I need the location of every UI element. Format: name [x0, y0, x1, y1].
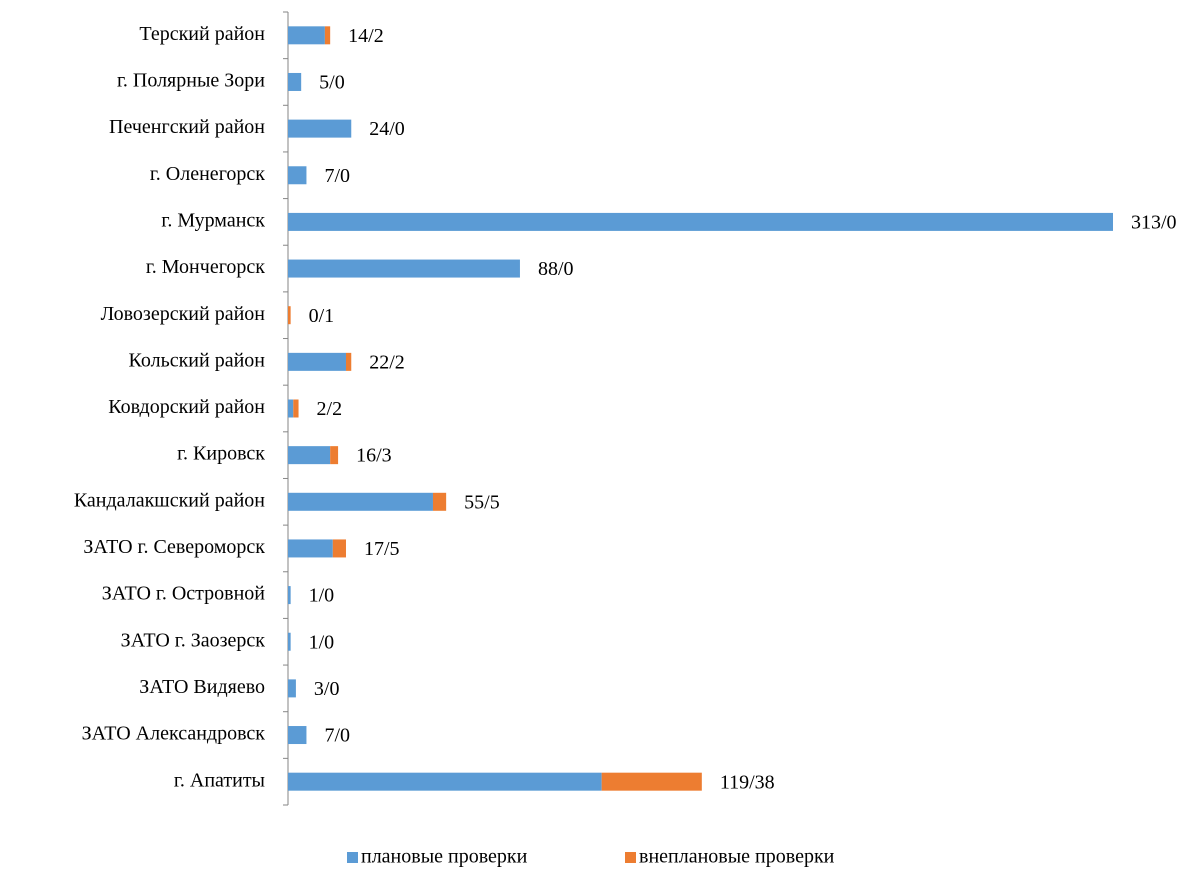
bar-segment [288, 212, 1113, 231]
bar-segment [330, 446, 339, 465]
category-label: Ковдорский район [108, 396, 265, 418]
data-label: 313/0 [1131, 212, 1177, 234]
bar-segment [432, 492, 447, 511]
category-label: Терский район [139, 23, 265, 45]
category-label: г. Апатиты [174, 769, 265, 791]
bar-segment [288, 352, 346, 371]
data-label: 1/0 [309, 585, 335, 607]
bar-segment [288, 632, 291, 651]
bar-segment [345, 352, 352, 371]
bar-segment [288, 586, 291, 605]
data-label: 7/0 [324, 165, 350, 187]
category-label: ЗАТО г. Заозерск [121, 629, 266, 651]
category-label: Печенгский район [109, 116, 265, 138]
bar-segment [332, 539, 346, 558]
bar-segment [288, 539, 333, 558]
data-label: 14/2 [348, 25, 384, 47]
bar-segment [324, 26, 331, 45]
legend-swatch [625, 852, 636, 863]
bar-segment [288, 399, 294, 418]
bar-segment [288, 492, 433, 511]
data-label: 5/0 [319, 72, 345, 94]
data-label: 7/0 [324, 725, 350, 747]
category-label: ЗАТО г. Островной [102, 583, 266, 605]
bar-segment [288, 306, 291, 325]
data-label: 88/0 [538, 258, 574, 280]
category-label: ЗАТО г. Североморск [83, 536, 265, 558]
data-label: 17/5 [364, 538, 400, 560]
bar-segment [288, 259, 520, 278]
bar-segment [601, 772, 702, 791]
data-label: 16/3 [356, 445, 392, 467]
bar-segment [288, 726, 307, 745]
bar-segment [288, 446, 331, 465]
data-label: 0/1 [309, 305, 335, 327]
data-label: 55/5 [464, 491, 500, 513]
category-label: г. Мурманск [161, 210, 265, 232]
legend-label: внеплановые проверки [639, 846, 835, 868]
category-label: г. Мончегорск [146, 256, 265, 278]
category-label: Кандалакшский район [74, 489, 265, 511]
legend-label: плановые проверки [361, 846, 528, 868]
bar-segment [288, 26, 325, 45]
bar-segment [288, 679, 296, 698]
data-label: 119/38 [720, 771, 775, 793]
category-label: Ловозерский район [101, 303, 266, 325]
bar-segment [293, 399, 299, 418]
data-label: 22/2 [369, 351, 405, 373]
legend-swatch [347, 852, 358, 863]
bar-segment [288, 772, 602, 791]
category-label: г. Оленегорск [150, 163, 265, 185]
category-label: ЗАТО Александровск [82, 723, 266, 745]
bar-segment [288, 166, 307, 185]
bar-segment [288, 119, 352, 138]
category-label: г. Полярные Зори [117, 70, 265, 92]
category-label: г. Кировск [177, 443, 265, 465]
category-label: ЗАТО Видяево [139, 676, 265, 698]
data-label: 1/0 [309, 631, 335, 653]
bar-segment [288, 72, 302, 91]
data-label: 24/0 [369, 118, 405, 140]
category-label: Кольский район [129, 349, 266, 371]
data-label: 3/0 [314, 678, 340, 700]
data-label: 2/2 [317, 398, 343, 420]
